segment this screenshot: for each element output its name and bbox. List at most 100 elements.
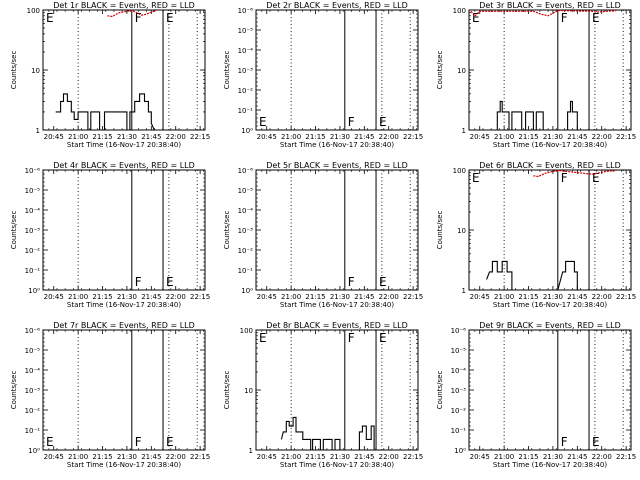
x-tick-label: 21:15 [518, 133, 538, 141]
plot-frame [468, 9, 632, 131]
y-tick-label: 10⁻⁴ [238, 207, 254, 215]
y-tick-label: 10⁻⁵ [25, 187, 41, 195]
x-tick-label: 22:00 [379, 453, 399, 461]
y-tick-label: 10⁻⁴ [25, 207, 41, 215]
x-axis-label: Start Time (16-Nov-17 20:38:40) [280, 461, 394, 469]
chart-title: Det 7r BLACK = Events, RED = LLD [53, 321, 195, 330]
series-black [55, 93, 155, 131]
y-tick-label: 100 [240, 327, 253, 335]
x-tick-label: 22:00 [379, 133, 399, 141]
y-tick-label: 10⁻⁴ [238, 47, 254, 55]
x-tick-label: 21:15 [92, 133, 112, 141]
y-tick-label: 10⁻⁴ [451, 367, 467, 375]
y-tick-label: 10⁻⁴ [25, 367, 41, 375]
chart-panel-8: Det 8r BLACK = Events, RED = LLD 1 10 100 Co… [223, 321, 423, 469]
x-tick-label: 21:00 [68, 293, 88, 301]
chart-panel-3: Det 3r BLACK = Events, RED = LLD 1 10 100 Co… [436, 1, 636, 149]
x-tick-label: 22:00 [592, 293, 612, 301]
y-axis-label: Counts/sec [436, 211, 444, 250]
x-tick-label: 21:00 [68, 453, 88, 461]
x-tick-label: 20:45 [470, 453, 490, 461]
x-tick-label: 21:00 [68, 133, 88, 141]
state-marker-e: E [379, 115, 387, 129]
y-tick-label: 10⁻¹ [25, 427, 41, 435]
x-tick-label: 21:15 [305, 453, 325, 461]
x-axis-label: Start Time (16-Nov-17 20:38:40) [493, 141, 607, 149]
chart-title: Det 4r BLACK = Events, RED = LLD [53, 161, 195, 170]
state-marker-e: E [259, 331, 267, 345]
chart-panel-6: Det 6r BLACK = Events, RED = LLD 1 10 100 Co… [436, 161, 636, 309]
x-tick-label: 22:15 [616, 453, 636, 461]
state-marker-f: F [561, 435, 568, 449]
y-axis-label: Counts/sec [436, 51, 444, 90]
x-tick-label: 22:15 [403, 133, 423, 141]
state-marker-e: E [166, 275, 174, 289]
x-tick-label: 22:00 [166, 293, 186, 301]
x-tick-label: 21:15 [92, 453, 112, 461]
state-marker-f: F [135, 275, 142, 289]
x-tick-label: 22:00 [166, 133, 186, 141]
state-marker-e: E [379, 331, 387, 345]
chart-title: Det 6r BLACK = Events, RED = LLD [479, 161, 621, 170]
state-marker-f: F [348, 115, 355, 129]
y-tick-label: 10 [457, 67, 466, 75]
x-axis-label: Start Time (16-Nov-17 20:38:40) [493, 301, 607, 309]
x-tick-label: 21:45 [567, 133, 587, 141]
state-marker-e: E [592, 171, 600, 185]
x-tick-label: 22:15 [190, 133, 210, 141]
series-black [280, 416, 375, 451]
x-tick-label: 20:45 [44, 453, 64, 461]
x-tick-label: 21:00 [281, 293, 301, 301]
y-tick-label: 10⁻⁶ [451, 327, 467, 335]
y-tick-label: 10⁻³ [451, 387, 467, 395]
x-tick-label: 22:15 [616, 293, 636, 301]
y-tick-label: 10⁰ [28, 447, 40, 455]
chart-title: Det 5r BLACK = Events, RED = LLD [266, 161, 408, 170]
y-tick-label: 1 [462, 127, 466, 135]
state-marker-e: E [472, 11, 480, 25]
plot-frame [468, 169, 632, 291]
state-marker-f: F [348, 275, 355, 289]
x-tick-label: 21:30 [330, 453, 350, 461]
series-black [486, 260, 578, 291]
y-tick-label: 10⁻⁶ [25, 167, 41, 175]
x-tick-label: 21:30 [117, 133, 137, 141]
chart-title: Det 1r BLACK = Events, RED = LLD [53, 1, 195, 10]
y-tick-label: 10⁻⁶ [25, 327, 41, 335]
x-tick-label: 21:45 [354, 293, 374, 301]
plot-frame [42, 169, 206, 291]
x-tick-label: 21:45 [354, 133, 374, 141]
y-axis-label: Counts/sec [223, 51, 231, 90]
plot-frame [255, 329, 419, 451]
x-tick-label: 22:00 [592, 133, 612, 141]
x-tick-label: 21:45 [567, 293, 587, 301]
x-tick-label: 21:30 [543, 293, 563, 301]
x-tick-label: 22:15 [190, 453, 210, 461]
y-axis-label: Counts/sec [436, 371, 444, 410]
y-tick-label: 10⁻¹ [451, 427, 467, 435]
y-tick-label: 10⁰ [454, 447, 466, 455]
y-axis-label: Counts/sec [10, 371, 18, 410]
state-marker-e: E [46, 435, 54, 449]
x-tick-label: 21:00 [281, 453, 301, 461]
state-marker-f: F [561, 11, 568, 25]
x-tick-label: 21:30 [117, 453, 137, 461]
x-tick-label: 22:15 [403, 293, 423, 301]
y-tick-label: 10⁻³ [238, 67, 254, 75]
y-tick-label: 100 [453, 167, 466, 175]
y-axis-label: Counts/sec [223, 211, 231, 250]
y-tick-label: 10⁻⁵ [238, 187, 254, 195]
x-tick-label: 21:00 [494, 453, 514, 461]
x-tick-label: 22:00 [592, 453, 612, 461]
y-tick-label: 1 [462, 287, 466, 295]
x-tick-label: 21:15 [518, 453, 538, 461]
y-tick-label: 100 [453, 7, 466, 15]
x-tick-label: 20:45 [257, 293, 277, 301]
x-axis-label: Start Time (16-Nov-17 20:38:40) [67, 141, 181, 149]
y-tick-label: 10⁻⁶ [238, 167, 254, 175]
state-marker-e: E [166, 11, 174, 25]
chart-panel-7: Det 7r BLACK = Events, RED = LLD 10⁰ 10⁻¹ 1… [10, 321, 210, 469]
x-tick-label: 21:00 [494, 293, 514, 301]
y-tick-label: 10⁻⁵ [238, 27, 254, 35]
x-tick-label: 22:00 [166, 453, 186, 461]
